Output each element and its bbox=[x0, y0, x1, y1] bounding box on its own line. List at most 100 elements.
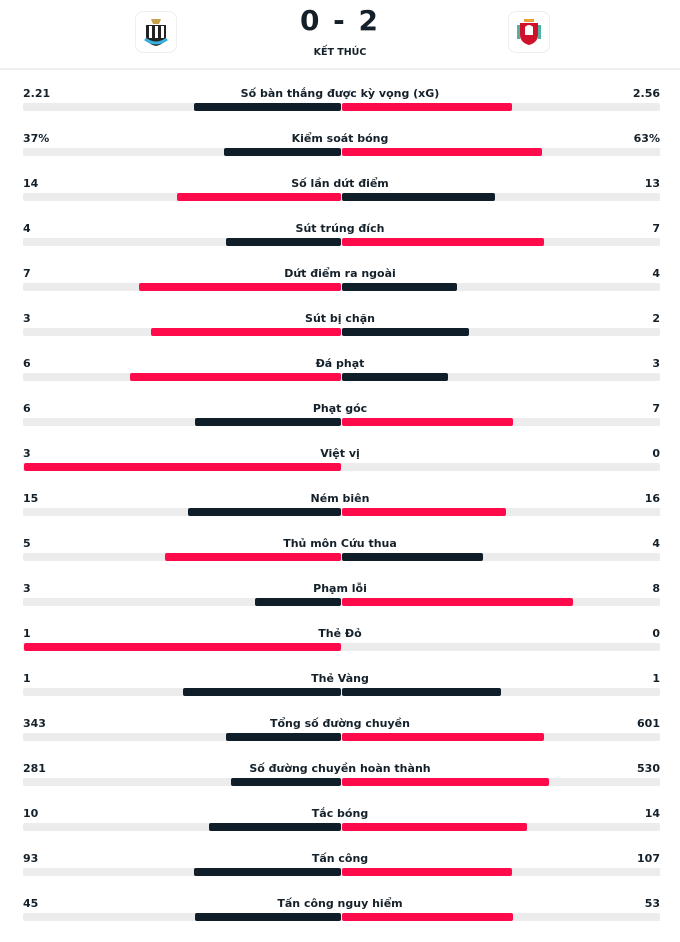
home-bar bbox=[194, 418, 341, 426]
stat-label: Số lần dứt điểm bbox=[291, 177, 389, 190]
home-bar bbox=[150, 328, 341, 336]
stat-row: 5 Thủ môn Cứu thua 4 bbox=[0, 537, 680, 582]
stat-bar-track bbox=[23, 733, 660, 741]
away-bar bbox=[342, 418, 513, 426]
away-team-logo[interactable] bbox=[508, 11, 550, 53]
stat-row: 10 Tắc bóng 14 bbox=[0, 807, 680, 852]
stat-label: Dứt điểm ra ngoài bbox=[284, 267, 396, 280]
away-bar bbox=[342, 508, 506, 516]
away-bar bbox=[342, 778, 550, 786]
home-value: 6 bbox=[23, 402, 31, 415]
away-bar bbox=[342, 868, 512, 876]
home-bar bbox=[164, 553, 341, 561]
home-value: 7 bbox=[23, 267, 31, 280]
stat-bar-track bbox=[23, 103, 660, 111]
away-bar bbox=[342, 688, 501, 696]
away-bar bbox=[342, 328, 469, 336]
stat-row: 14 Số lần dứt điểm 13 bbox=[0, 177, 680, 222]
home-value: 10 bbox=[23, 807, 39, 820]
stat-row: 7 Dứt điểm ra ngoài 4 bbox=[0, 267, 680, 312]
stat-label: Sút trúng đích bbox=[295, 222, 385, 235]
away-value: 14 bbox=[644, 807, 660, 820]
away-value: 2 bbox=[652, 312, 660, 325]
match-score: 0 - 2 bbox=[299, 4, 381, 37]
home-bar bbox=[225, 733, 341, 741]
away-value: 1 bbox=[652, 672, 660, 685]
stat-bar-track bbox=[23, 508, 660, 516]
home-bar bbox=[231, 778, 341, 786]
stat-label: Sút bị chặn bbox=[305, 312, 375, 325]
stat-row: 281 Số đường chuyền hoàn thành 530 bbox=[0, 762, 680, 807]
home-value: 343 bbox=[23, 717, 46, 730]
stat-bar-track bbox=[23, 328, 660, 336]
stat-label: Đá phạt bbox=[315, 357, 365, 370]
away-bar bbox=[342, 373, 448, 381]
stat-row: 3 Việt vị 0 bbox=[0, 447, 680, 492]
away-value: 7 bbox=[652, 402, 660, 415]
home-bar bbox=[254, 598, 341, 606]
match-status: KẾT THÚC bbox=[313, 47, 367, 58]
stat-bar-track bbox=[23, 463, 660, 471]
away-bar bbox=[342, 193, 495, 201]
home-bar bbox=[182, 688, 341, 696]
home-bar bbox=[24, 463, 341, 471]
newcastle-crest-icon bbox=[144, 19, 168, 46]
stat-label: Tổng số đường chuyền bbox=[270, 717, 410, 730]
stat-row: 45 Tấn công nguy hiểm 53 bbox=[0, 897, 680, 942]
stat-bar-track bbox=[23, 823, 660, 831]
away-value: 530 bbox=[637, 762, 660, 775]
stat-bar-track bbox=[23, 868, 660, 876]
home-bar bbox=[139, 283, 341, 291]
stat-label: Ném biên bbox=[310, 492, 370, 505]
home-bar bbox=[223, 148, 341, 156]
away-bar bbox=[342, 598, 573, 606]
stat-bar-track bbox=[23, 238, 660, 246]
stat-bar-track bbox=[23, 778, 660, 786]
home-bar bbox=[176, 193, 341, 201]
home-value: 15 bbox=[23, 492, 39, 505]
stat-label: Phạm lỗi bbox=[313, 582, 367, 595]
away-value: 16 bbox=[644, 492, 660, 505]
away-value: 2.56 bbox=[632, 87, 660, 100]
match-header: 0 - 2 KẾT THÚC bbox=[0, 0, 680, 70]
stat-bar-track bbox=[23, 373, 660, 381]
home-value: 3 bbox=[23, 312, 31, 325]
home-team-logo[interactable] bbox=[135, 11, 177, 53]
away-bar bbox=[342, 823, 527, 831]
home-value: 4 bbox=[23, 222, 31, 235]
home-value: 1 bbox=[23, 627, 31, 640]
stat-bar-track bbox=[23, 643, 660, 651]
home-value: 6 bbox=[23, 357, 31, 370]
away-value: 4 bbox=[652, 537, 660, 550]
stat-row: 3 Phạm lỗi 8 bbox=[0, 582, 680, 627]
stat-bar-track bbox=[23, 193, 660, 201]
away-bar bbox=[342, 733, 544, 741]
away-bar bbox=[342, 238, 544, 246]
home-value: 281 bbox=[23, 762, 46, 775]
stat-label: Số bàn thắng được kỳ vọng (xG) bbox=[240, 87, 440, 100]
stat-row: 343 Tổng số đường chuyền 601 bbox=[0, 717, 680, 762]
home-value: 3 bbox=[23, 582, 31, 595]
away-value: 0 bbox=[652, 447, 660, 460]
away-bar bbox=[342, 913, 514, 921]
away-value: 601 bbox=[637, 717, 660, 730]
home-value: 3 bbox=[23, 447, 31, 460]
away-value: 0 bbox=[652, 627, 660, 640]
away-bar bbox=[342, 283, 458, 291]
stat-label: Thẻ Vàng bbox=[311, 672, 369, 685]
stat-bar-track bbox=[23, 418, 660, 426]
home-bar bbox=[194, 103, 341, 111]
home-value: 14 bbox=[23, 177, 39, 190]
stat-row: 4 Sút trúng đích 7 bbox=[0, 222, 680, 267]
stat-label: Kiểm soát bóng bbox=[291, 132, 389, 145]
stat-row: 1 Thẻ Đỏ 0 bbox=[0, 627, 680, 672]
away-bar bbox=[342, 103, 513, 111]
stat-row: 15 Ném biên 16 bbox=[0, 492, 680, 537]
home-bar bbox=[195, 913, 341, 921]
stat-label: Việt vị bbox=[320, 447, 360, 460]
away-bar bbox=[342, 553, 483, 561]
home-value: 93 bbox=[23, 852, 39, 865]
away-value: 107 bbox=[637, 852, 660, 865]
stat-label: Tấn công bbox=[311, 852, 369, 865]
stat-label: Phạt góc bbox=[312, 402, 368, 415]
